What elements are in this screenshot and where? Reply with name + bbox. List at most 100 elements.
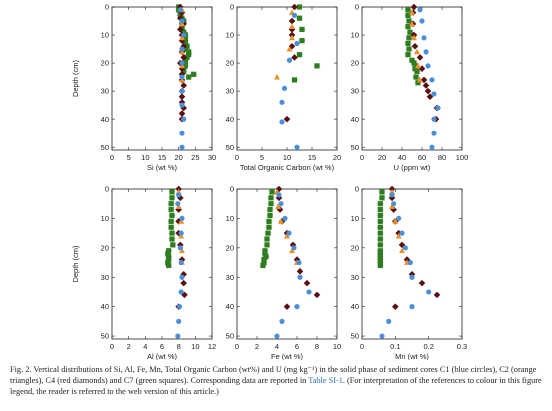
- panel-6-y-tick-label: 50: [351, 332, 359, 341]
- panel-2-point-c1: [291, 12, 298, 19]
- panel-4-point-c1: [176, 318, 182, 324]
- panel-5-point-c1: [282, 215, 288, 222]
- panel-5-point-c7: [268, 195, 274, 201]
- panel-6-point-c7: [377, 236, 383, 242]
- panel-5-x-tick-label: 0: [235, 342, 239, 351]
- panel-2-point-c7: [314, 63, 320, 69]
- panel-5-point-c1: [297, 274, 303, 280]
- panel-1-x-tick-label: 10: [141, 153, 149, 162]
- panel-3-point-c1: [429, 77, 435, 83]
- panel-5-point-c4: [303, 279, 311, 287]
- panel-2-y-tick-label: 0: [230, 3, 234, 12]
- panel-4-point-c1: [178, 289, 184, 295]
- panel-2-point-c4: [288, 17, 296, 25]
- panel-6-point-c1: [396, 215, 402, 222]
- panel-4-point-c7: [169, 212, 175, 219]
- panel-1-y-tick-label: 30: [101, 87, 109, 96]
- panel-3-y-tick-label: 20: [351, 59, 359, 68]
- panel-2-y-tick-label: 10: [226, 31, 234, 40]
- panel-5-point-c2: [275, 203, 281, 210]
- panel-4-x-tick-label: 2: [127, 342, 131, 351]
- panel-5-point-c4: [276, 206, 284, 213]
- panel-1-point-c1: [179, 130, 185, 136]
- panel-4-x-tick-label: 6: [160, 342, 164, 351]
- figure-caption: Fig. 2. Vertical distributions of Si, Al…: [10, 364, 544, 397]
- panel-3-point-c1: [417, 7, 423, 13]
- panel-3-point-c4: [422, 82, 430, 89]
- panel-6-point-c7: [377, 242, 383, 248]
- panel-3-point-c7: [405, 7, 411, 13]
- panel-5-point-c7: [262, 251, 268, 257]
- panel-6-point-c2: [395, 232, 402, 239]
- panel-6-x-axis-label: Mn (wt %): [395, 352, 429, 360]
- panel-3-x-axis-label: U (ppm wt): [394, 163, 431, 172]
- panel-5-point-c7: [265, 230, 271, 236]
- panel-6-point-c1: [379, 333, 385, 339]
- panel-2-point-c7: [299, 38, 305, 44]
- panel-1-y-tick-label: 50: [101, 143, 109, 152]
- panel-6-x-tick-label: 0.1: [390, 342, 400, 351]
- panel-2-y-tick-label: 50: [226, 143, 234, 152]
- panel-4-point-c4: [180, 279, 187, 287]
- panel-4-point-c7: [169, 230, 175, 236]
- panel-6-point-c1: [407, 259, 413, 266]
- panel-3-point-c4: [426, 93, 434, 101]
- panel-5-point-c4: [313, 291, 321, 299]
- panel-6-point-c7: [377, 256, 383, 263]
- panel-6-point-c4: [388, 194, 396, 202]
- caption-text-after: . (For interpretation of the references …: [10, 376, 542, 396]
- panel-5-point-c7: [261, 259, 267, 266]
- panel-3-y-tick-label: 10: [351, 31, 359, 40]
- panel-1-y-tick-label: 20: [101, 59, 109, 68]
- panel-5-x-tick-label: 6: [295, 342, 299, 351]
- caption-link-table[interactable]: Table SI-1: [308, 376, 343, 385]
- panel-4-point-c7: [170, 242, 176, 248]
- panel-2-y-tick-label: 30: [226, 87, 234, 96]
- panel-3-point-c7: [414, 68, 420, 75]
- panel-5-frame: [236, 188, 338, 340]
- panel-2-point-c1: [279, 99, 285, 105]
- panel-3-point-c7: [409, 57, 415, 63]
- panel-3-point-c7: [406, 46, 412, 52]
- panel-1-point-c1: [179, 18, 185, 24]
- panel-3-point-c1: [425, 63, 431, 69]
- panel-2-point-c1: [281, 85, 288, 91]
- panel-2-point-c7: [296, 52, 303, 58]
- panel-6-y-tick-label: 30: [351, 273, 359, 282]
- panel-4-point-c7: [169, 236, 175, 242]
- panel-1-point-c4: [180, 82, 187, 89]
- panel-2-point-c1: [279, 119, 285, 125]
- panel-4-point-c7: [168, 201, 174, 207]
- panel-4-point-c7: [168, 218, 174, 224]
- panel-5-x-axis-label: Fe (wt %): [271, 352, 304, 360]
- panel-4-y-tick-label: 0: [105, 185, 109, 194]
- panel-5-point-c1: [286, 230, 292, 236]
- panel-6-frame: [361, 188, 463, 340]
- panel-5-y-tick-label: 30: [226, 273, 234, 282]
- panel-6-y-tick-label: 40: [351, 302, 359, 311]
- panel-4-x-tick-label: 8: [177, 342, 181, 351]
- panel-4-point-c7: [166, 254, 172, 260]
- panel-5-point-c7: [267, 212, 273, 219]
- panel-3-point-c4: [410, 3, 418, 11]
- panel-1-y-tick-label: 40: [101, 115, 109, 124]
- panel-5-point-c7: [269, 189, 275, 195]
- panel-5-point-c7: [263, 254, 269, 260]
- panel-6-point-c4: [433, 291, 441, 299]
- panel-1-point-c7: [182, 57, 188, 63]
- panel-6-point-c1: [389, 192, 395, 198]
- panel-1-point-c7: [181, 68, 187, 75]
- panel-1-x-tick-label: 30: [208, 153, 216, 162]
- panel-6-point-c1: [409, 304, 415, 310]
- panel-4-point-c7: [169, 189, 175, 195]
- panel-6-point-c7: [377, 201, 383, 207]
- panel-1-point-c1: [179, 60, 185, 66]
- panel-3-point-c7: [405, 40, 411, 47]
- panel-1-point-c7: [182, 46, 188, 52]
- panel-1-point-c7: [182, 40, 188, 47]
- panel-6-point-c1: [391, 201, 397, 207]
- panel-1-x-axis-label: Si (wt %): [147, 163, 178, 172]
- panel-3-point-c4: [416, 54, 424, 61]
- panel-1-point-c4: [177, 26, 184, 33]
- panel-1-point-c7: [179, 24, 185, 30]
